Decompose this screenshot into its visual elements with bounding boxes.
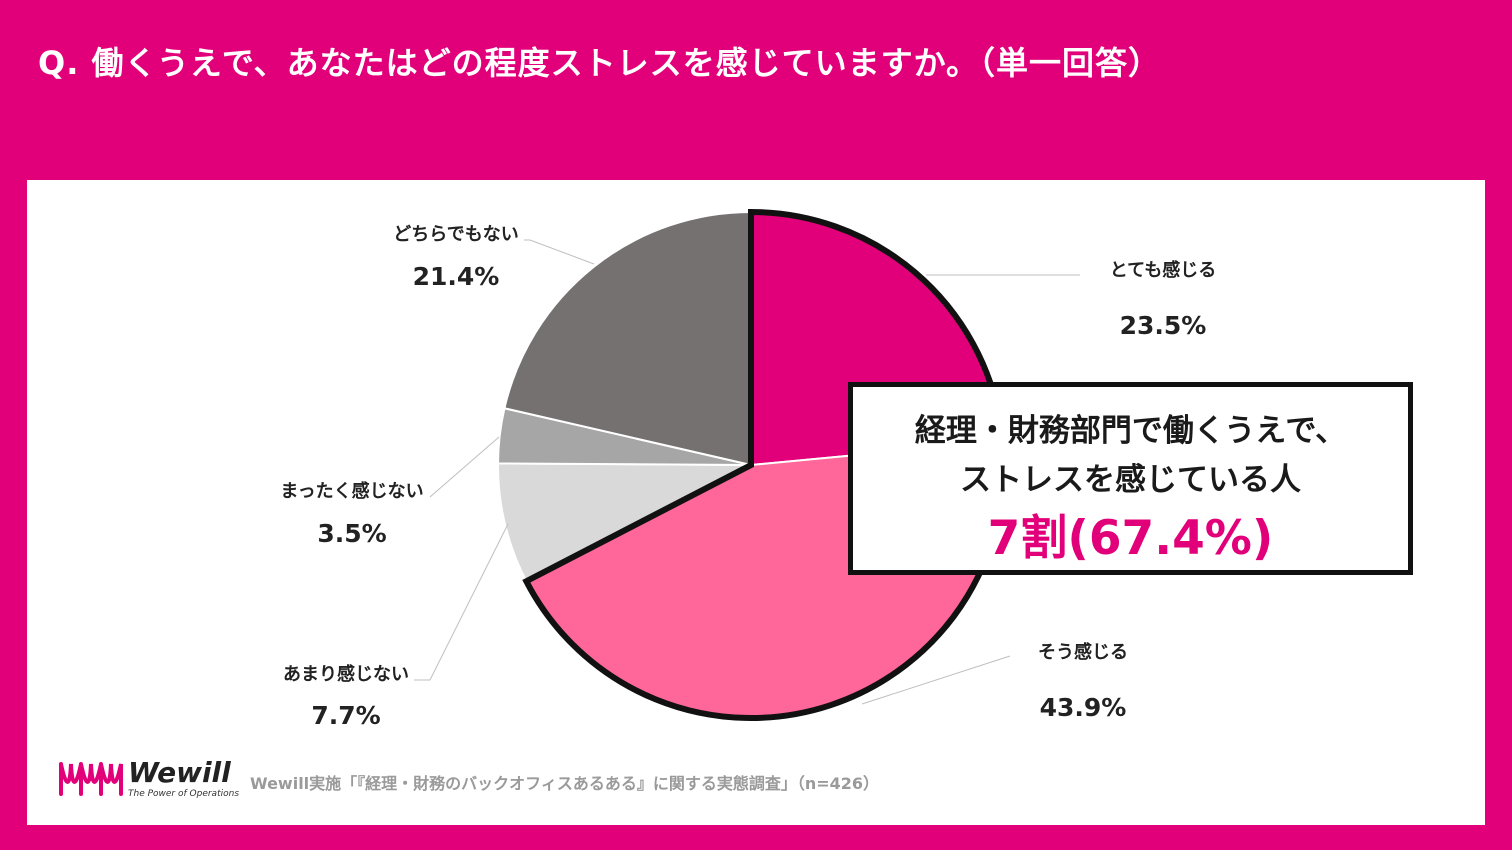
slice-label-not-very-stressed: あまり感じない [283, 663, 409, 685]
callout-line1: 経理・財務部門で働くうえで、 [914, 413, 1347, 449]
pie-slice-neutral [503, 210, 752, 467]
slice-label-very-stressed: とても感じる [1110, 259, 1217, 281]
leader-line-not-very-stressed [414, 523, 509, 681]
callout-highlight: 7割(67.4%) [987, 511, 1274, 566]
slice-value-not-very-stressed: 7.7% [311, 701, 380, 730]
callout-line2: ストレスを感じている人 [960, 462, 1301, 498]
slice-label-neutral: どちらでもない [393, 224, 518, 245]
highlight-outline [522, 208, 1007, 721]
slice-value-very-stressed: 23.5% [1120, 311, 1207, 340]
slice-value-not-stressed: 3.5% [317, 519, 386, 548]
leader-line-not-stressed [429, 436, 500, 498]
slice-value-stressed: 43.9% [1040, 693, 1127, 722]
highlight-outline-path [522, 208, 1007, 721]
source-note: Wewill実施「『経理・財務のバックオフィスあるある』に関する実態調査」（n=… [250, 774, 880, 793]
leader-line-neutral [524, 239, 595, 265]
slice-label-stressed: そう感じる [1038, 641, 1128, 663]
wewill-logo: Wewill The Power of Operations [58, 756, 240, 802]
leader-lines [414, 239, 1080, 705]
pie-slice-not-very-stressed [496, 462, 752, 583]
page-title: Q. 働くうえで、あなたはどの程度ストレスを感じていますか。（単一回答） [38, 44, 1161, 82]
slice-labels: とても感じる 23.5% そう感じる 43.9% あまり感じない 7.7% まったく感じない… [280, 224, 1216, 730]
slice-label-not-stressed: まったく感じない [280, 480, 423, 502]
wewill-logo-icon [59, 762, 123, 796]
brand-tagline: The Power of Operations [128, 789, 240, 799]
leader-line-stressed [861, 655, 1011, 705]
slice-value-neutral: 21.4% [413, 262, 500, 291]
brand-name: Wewill [128, 756, 231, 789]
highlight-callout: 経理・財務部門で働くうえで、 ストレスを感じている人 7割(67.4%) [848, 382, 1413, 575]
